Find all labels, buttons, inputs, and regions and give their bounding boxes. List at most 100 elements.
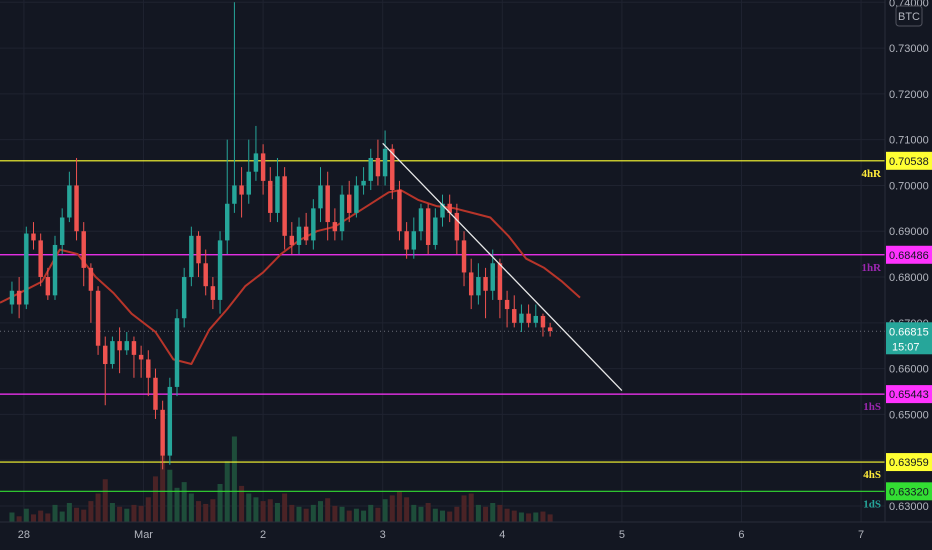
candle-body bbox=[497, 263, 503, 300]
level-price-tag-1hS bbox=[886, 385, 932, 404]
time-axis[interactable]: 28Mar2345678 bbox=[18, 529, 932, 541]
candle bbox=[425, 203, 431, 255]
volume-bar bbox=[66, 503, 72, 522]
candle-body bbox=[526, 313, 531, 323]
level-label-1dS: 1dS bbox=[863, 498, 881, 510]
volume-bar bbox=[339, 506, 345, 522]
candle bbox=[418, 203, 424, 241]
candle bbox=[146, 350, 151, 397]
level-label-4hS: 4hS bbox=[863, 469, 881, 481]
volume-bar bbox=[404, 497, 410, 522]
volume-bar bbox=[382, 499, 388, 522]
candle bbox=[519, 304, 524, 332]
candle-body bbox=[303, 226, 309, 241]
candle-body bbox=[181, 277, 187, 319]
volume-bar bbox=[332, 505, 338, 522]
candle bbox=[275, 157, 280, 223]
volume-bar bbox=[418, 506, 424, 522]
price-tick-label: 0.68000 bbox=[889, 272, 929, 284]
volume-bar bbox=[253, 497, 259, 522]
currency-badge[interactable]: BTC bbox=[895, 5, 923, 27]
volume-bar bbox=[138, 505, 144, 522]
candle-body bbox=[468, 272, 474, 296]
candle bbox=[103, 336, 108, 406]
volume-bar bbox=[497, 504, 503, 522]
volume-bar bbox=[490, 503, 496, 522]
volume-bar bbox=[167, 469, 173, 522]
candle-body bbox=[547, 327, 553, 332]
volume-bar bbox=[425, 503, 431, 522]
volume-bar bbox=[160, 455, 166, 522]
candle-body bbox=[540, 315, 546, 328]
volume-bar bbox=[131, 504, 137, 522]
volume-bar bbox=[188, 493, 194, 522]
candle bbox=[160, 400, 165, 470]
candle-body bbox=[210, 286, 216, 300]
candle bbox=[346, 180, 352, 223]
price-axis[interactable]: 0.74000 0.73000 0.72000 0.71000 0.70000 0.690… bbox=[889, 0, 929, 513]
candle bbox=[268, 167, 273, 223]
time-tick-label: 2 bbox=[260, 529, 266, 541]
candle-body bbox=[454, 212, 460, 241]
volume-bar bbox=[461, 495, 467, 522]
candle-body bbox=[232, 185, 237, 204]
candle-body bbox=[246, 171, 251, 195]
candle bbox=[210, 277, 216, 310]
candle bbox=[533, 304, 539, 328]
candle bbox=[31, 222, 36, 250]
trendline[interactable] bbox=[382, 142, 623, 392]
volume-bar bbox=[439, 510, 446, 522]
volume-bar bbox=[23, 508, 29, 522]
time-tick-label: 28 bbox=[18, 529, 30, 541]
candle-body bbox=[253, 153, 259, 172]
volume-bar bbox=[303, 508, 309, 522]
candle-body bbox=[31, 233, 36, 241]
level-label-4hR: 4hR bbox=[861, 168, 882, 180]
volume-bar bbox=[102, 479, 108, 522]
volume-bar bbox=[38, 510, 44, 522]
candle bbox=[311, 199, 316, 250]
candle-body bbox=[282, 176, 287, 236]
volume-bar bbox=[475, 504, 481, 522]
candle-body bbox=[268, 180, 273, 213]
current-price-label: 0.66815 bbox=[889, 326, 929, 338]
candle bbox=[167, 377, 173, 465]
candle bbox=[95, 286, 101, 355]
candle-body bbox=[225, 203, 230, 241]
candle-body bbox=[167, 386, 173, 456]
candle bbox=[110, 336, 115, 369]
candle bbox=[332, 208, 338, 241]
volume-bar bbox=[547, 514, 553, 522]
candle bbox=[497, 258, 503, 319]
volume-bar bbox=[468, 493, 474, 522]
candle-body bbox=[375, 157, 381, 177]
candle bbox=[131, 336, 137, 378]
volume-bar bbox=[45, 513, 51, 522]
candle bbox=[296, 217, 302, 255]
candle bbox=[318, 167, 323, 223]
candle-body bbox=[533, 315, 539, 323]
candle bbox=[526, 304, 531, 328]
candle bbox=[303, 212, 309, 245]
candle bbox=[38, 233, 43, 287]
candle-body bbox=[117, 341, 122, 351]
candle bbox=[461, 231, 467, 287]
volume-bar bbox=[260, 501, 266, 522]
trendline-segment[interactable] bbox=[382, 142, 623, 392]
candle bbox=[217, 231, 223, 314]
candle-body bbox=[318, 185, 323, 209]
candle bbox=[88, 263, 94, 323]
candle bbox=[382, 130, 388, 186]
time-tick-label: 5 bbox=[619, 529, 625, 541]
volume-bar bbox=[152, 476, 158, 522]
countdown-label: 15:07 bbox=[892, 341, 920, 353]
candle-body bbox=[296, 226, 302, 245]
candle-body bbox=[16, 290, 22, 305]
volume-bar bbox=[109, 503, 115, 522]
volume-bar bbox=[117, 506, 123, 522]
candle bbox=[174, 309, 180, 397]
level-price-label: 0.68486 bbox=[889, 250, 929, 262]
candle bbox=[246, 139, 251, 204]
